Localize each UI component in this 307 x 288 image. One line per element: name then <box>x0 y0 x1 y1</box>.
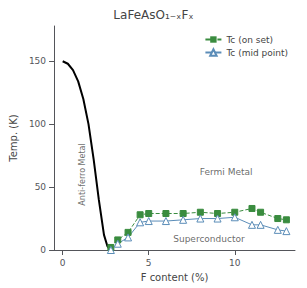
svg-text:Superconductor: Superconductor <box>173 234 245 244</box>
svg-text:Tc (on set): Tc (on set) <box>225 35 273 45</box>
svg-text:Tc (mid point): Tc (mid point) <box>225 48 288 58</box>
svg-text:50: 50 <box>35 182 47 192</box>
svg-text:0: 0 <box>40 245 46 255</box>
svg-text:0: 0 <box>60 258 66 268</box>
svg-text:LaFeAsO₁₋ₓFₓ: LaFeAsO₁₋ₓFₓ <box>113 8 193 22</box>
svg-text:Anti-ferro Metal: Anti-ferro Metal <box>78 143 87 205</box>
svg-text:Temp. (K): Temp. (K) <box>8 114 19 162</box>
svg-text:10: 10 <box>229 258 241 268</box>
svg-text:Fermi Metal: Fermi Metal <box>200 167 253 177</box>
svg-text:100: 100 <box>29 119 46 129</box>
svg-text:150: 150 <box>29 56 46 66</box>
svg-text:5: 5 <box>146 258 152 268</box>
svg-text:F content (%): F content (%) <box>141 272 209 283</box>
